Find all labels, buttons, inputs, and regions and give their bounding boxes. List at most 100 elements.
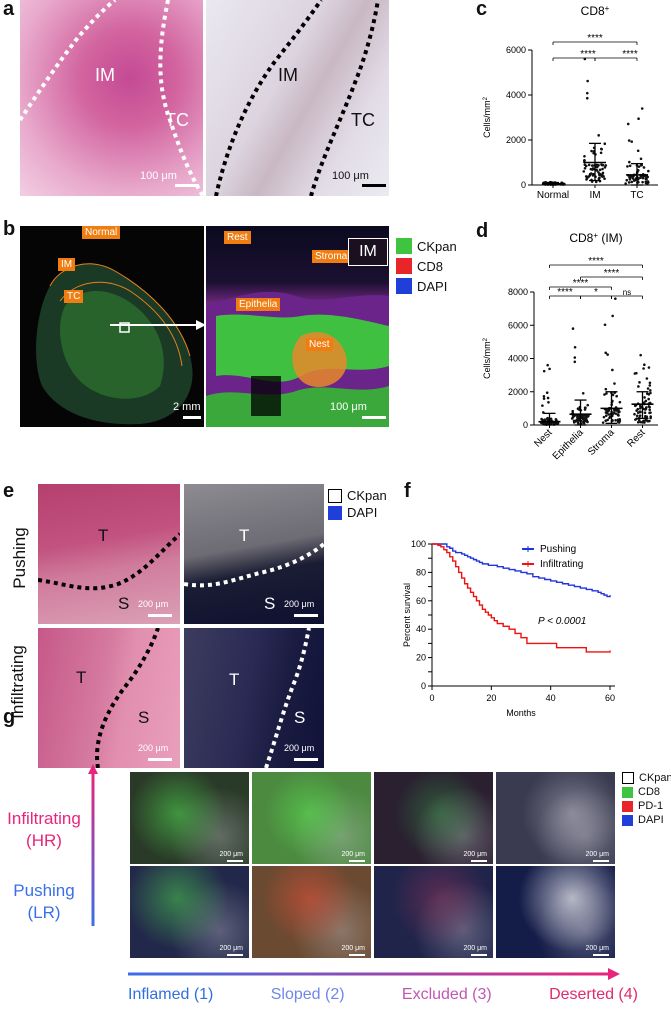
data-point (571, 327, 575, 330)
scale-bar (294, 758, 318, 761)
data-point (637, 117, 640, 121)
data-point (573, 420, 577, 424)
multiplex-zoom-image: Rest Stroma Epithelia Nest IM 100 μm (206, 226, 389, 427)
significance-label: **** (587, 33, 603, 44)
data-point (605, 392, 608, 395)
phenotype-category-row: Inflamed (1) Sloped (2) Excluded (3) Des… (128, 986, 638, 1008)
data-point (634, 404, 637, 408)
data-point (637, 385, 640, 388)
legend-label: Infiltrating (540, 559, 583, 570)
im-label: IM (95, 65, 115, 85)
x-tick-label: Normal (537, 190, 569, 201)
panel-label-d: d (476, 220, 489, 242)
p-value-annotation: P < 0.0001 (538, 616, 586, 627)
data-point (583, 154, 586, 158)
pushing-lr-label: Pushing (LR) (0, 880, 88, 924)
data-point (540, 417, 543, 421)
data-point (640, 107, 644, 110)
data-point (577, 419, 581, 422)
survival-curve-infiltrating (432, 543, 611, 653)
data-point (591, 174, 595, 177)
data-point (639, 420, 642, 424)
category-deserted: Deserted (4) (549, 986, 638, 1003)
row-label-text: Infiltrating (8, 645, 27, 719)
legend-item-ckpan: CKpan (328, 488, 387, 503)
scale-bar-label: 2 mm (173, 401, 201, 413)
data-point (647, 397, 650, 401)
im-box-label: IM (348, 238, 388, 266)
tag-epithelia: Epithelia (236, 298, 281, 311)
scale-bar-label: 100 μm (140, 170, 177, 182)
category-excluded: Excluded (3) (401, 986, 492, 1003)
y-tick-label: 20 (416, 653, 426, 663)
data-point (633, 372, 637, 375)
stroma-label: S (118, 594, 130, 613)
data-point (583, 159, 586, 162)
data-point (636, 149, 640, 153)
data-point (614, 412, 618, 415)
data-point (633, 412, 636, 416)
legend-swatch (328, 505, 342, 520)
scale-bar (175, 184, 199, 187)
data-point (541, 404, 544, 407)
y-tick-label: 60 (416, 596, 426, 606)
data-point (648, 405, 651, 409)
data-point (611, 368, 614, 372)
data-point (648, 408, 652, 412)
immune-phenotype-image-grid: 200 μm 200 μm 200 μm 200 μm 200 μm 200 μm 200 … (130, 772, 617, 960)
data-point (643, 396, 646, 399)
significance-label: **** (604, 268, 620, 279)
data-point (631, 175, 634, 178)
row-label-infiltrating: Infiltrating (0, 630, 34, 730)
data-point (582, 418, 586, 422)
data-point (647, 366, 651, 369)
data-point (627, 139, 631, 142)
data-point (642, 367, 645, 370)
data-point (604, 414, 608, 417)
legend-swatch (622, 800, 633, 812)
y-tick-label: 4000 (506, 90, 526, 100)
phenotype-tile: 200 μm (496, 866, 615, 958)
legend-item-ckpan: CKpan (622, 772, 671, 784)
data-point (643, 411, 647, 415)
data-point (644, 399, 648, 403)
data-point (595, 163, 599, 167)
chart-d: CD8+ (IM) 0 2000 4000 6000 8000 Cells/mm2 NestE… (482, 231, 658, 462)
scale-bar (148, 614, 172, 617)
data-point (645, 415, 649, 418)
data-point (587, 163, 591, 167)
phenotype-tile: 200 μm (130, 772, 249, 864)
data-point (646, 387, 650, 390)
data-point (583, 166, 587, 170)
scale-bar-label: 200 μm (219, 851, 244, 858)
scale-bar-label: 200 μm (585, 945, 610, 952)
phenotype-tile: 200 μm (252, 772, 371, 864)
data-point (649, 389, 652, 392)
data-point (624, 182, 627, 185)
side-label-line: (LR) (27, 903, 61, 922)
data-point (545, 391, 549, 395)
data-point (602, 175, 605, 178)
data-point (604, 419, 608, 423)
data-point (617, 418, 621, 422)
data-point (630, 180, 634, 184)
x-tick-label: Nest (532, 427, 554, 449)
data-point (601, 171, 605, 175)
data-point (598, 172, 602, 176)
data-point (608, 415, 612, 419)
data-point (638, 381, 641, 384)
multiplex-overview-image: Normal IM TC 2 mm (20, 226, 204, 427)
legend-label: DAPI (347, 505, 378, 520)
data-point (591, 168, 594, 171)
data-point (548, 367, 551, 371)
scale-bar-label: 200 μm (284, 743, 315, 753)
legend-label: CD8 (417, 258, 444, 274)
tumor-label: T (229, 670, 240, 689)
scale-bar-label: 100 μm (332, 170, 369, 182)
im-label: IM (278, 65, 298, 85)
data-point (585, 91, 589, 95)
tag-nest: Nest (306, 338, 333, 351)
data-point (614, 419, 617, 422)
data-point (648, 384, 652, 387)
legend-swatch (622, 772, 634, 784)
